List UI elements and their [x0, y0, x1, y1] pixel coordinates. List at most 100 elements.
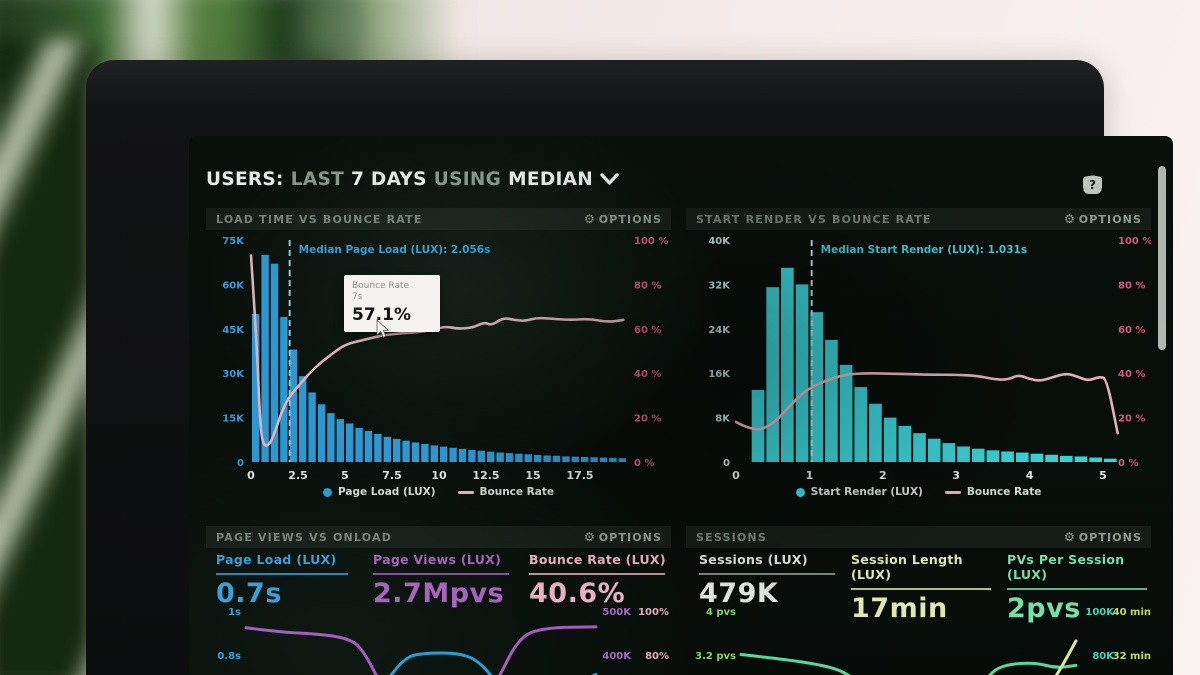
panel-title: START RENDER VS BOUNCE RATE [696, 212, 932, 226]
svg-text:80%: 80% [645, 651, 669, 662]
panel-title: LOAD TIME VS BOUNCE RATE [216, 212, 423, 226]
panel-title: PAGE VIEWS VS ONLOAD [216, 530, 393, 544]
svg-text:75K: 75K [222, 236, 245, 247]
svg-text:2.5: 2.5 [288, 469, 308, 482]
options-button[interactable]: ⚙ OPTIONS [584, 212, 662, 226]
plant-leaves-left [0, 40, 95, 675]
svg-text:100K: 100K [1085, 607, 1115, 618]
svg-text:10: 10 [431, 469, 447, 482]
svg-text:3: 3 [952, 469, 960, 482]
svg-text:45K: 45K [222, 325, 245, 336]
svg-text:0: 0 [237, 458, 244, 469]
svg-text:1: 1 [806, 469, 814, 482]
svg-text:100%: 100% [638, 607, 669, 618]
svg-text:80K: 80K [1092, 651, 1115, 662]
svg-text:2: 2 [879, 469, 887, 482]
svg-text:1s: 1s [228, 607, 241, 618]
gear-icon: ⚙ [1064, 530, 1075, 544]
svg-text:5: 5 [341, 469, 349, 482]
mouse-cursor [376, 319, 390, 338]
metric-page-views: Page Views (LUX) 2.7Mpvs [373, 552, 523, 609]
svg-text:12.5: 12.5 [472, 469, 499, 482]
svg-text:20 %: 20 % [1118, 414, 1145, 425]
panel-header-sessions: SESSIONS ⚙ OPTIONS [686, 526, 1151, 548]
svg-text:24K: 24K [708, 325, 731, 336]
panel-header-load-time: LOAD TIME VS BOUNCE RATE ⚙ OPTIONS [206, 208, 671, 230]
svg-text:15K: 15K [222, 414, 245, 425]
legend-dot [323, 487, 332, 497]
svg-text:40K: 40K [708, 236, 731, 247]
svg-text:?: ? [1089, 178, 1096, 192]
chevron-down-icon [600, 173, 619, 185]
scrollbar-thumb[interactable] [1158, 166, 1166, 350]
svg-text:Median Page Load (LUX): 2.056s: Median Page Load (LUX): 2.056s [299, 244, 491, 256]
header-word: USING [433, 168, 502, 190]
plant-leaf [300, 0, 355, 60]
svg-text:80 %: 80 % [1118, 280, 1145, 291]
svg-text:100 %: 100 % [634, 236, 668, 247]
gear-icon: ⚙ [1064, 212, 1075, 226]
svg-text:0 %: 0 % [634, 458, 654, 469]
options-button[interactable]: ⚙ OPTIONS [1064, 530, 1142, 544]
page-views-chart[interactable]: 1s0.8s0.6s500K400K300K100%80%60% [206, 605, 671, 675]
header-word: LAST [290, 168, 345, 190]
header-word: MEDIAN [508, 168, 594, 190]
svg-text:80 %: 80 % [634, 280, 661, 291]
metric-pvs-per-session: PVs Per Session (LUX) 2pvs [1007, 552, 1157, 624]
laptop: USERS: LAST 7 DAYS USING MEDIAN [86, 60, 1173, 675]
panel-title: SESSIONS [696, 530, 767, 544]
gear-icon: ⚙ [584, 212, 595, 226]
svg-text:500K: 500K [602, 607, 632, 618]
svg-text:40 %: 40 % [634, 369, 661, 380]
metric-page-load: Page Load (LUX) 0.7s [216, 552, 366, 609]
svg-text:100 %: 100 % [1118, 236, 1151, 247]
svg-text:0: 0 [723, 458, 730, 469]
svg-text:60 %: 60 % [1118, 325, 1145, 336]
svg-text:3.2 pvs: 3.2 pvs [695, 651, 736, 662]
options-button[interactable]: ⚙ OPTIONS [584, 530, 662, 544]
svg-text:40 min: 40 min [1113, 607, 1151, 618]
legend-line [457, 490, 474, 494]
svg-text:17.5: 17.5 [566, 469, 593, 482]
svg-text:4 pvs: 4 pvs [706, 607, 736, 618]
svg-text:5: 5 [1099, 469, 1107, 482]
svg-text:16K: 16K [708, 369, 731, 380]
svg-text:0: 0 [247, 469, 255, 482]
svg-text:8K: 8K [715, 414, 731, 425]
legend-load-time: Page Load (LUX) Bounce Rate [206, 486, 671, 498]
svg-text:15: 15 [525, 469, 540, 482]
help-icon[interactable]: ? [1082, 174, 1103, 195]
legend-dot [795, 487, 805, 497]
options-button[interactable]: ⚙ OPTIONS [1064, 212, 1142, 226]
metric-bounce-rate: Bounce Rate (LUX) 40.6% [529, 552, 666, 609]
svg-text:4: 4 [1026, 469, 1034, 482]
load-time-chart[interactable]: 0 15K 30K 45K 60K 75K 0 % 20 % 40 % 60 % 80 % 100 %… [206, 232, 671, 482]
metric-sessions: Sessions (LUX) 479K [699, 552, 849, 609]
legend-line [944, 490, 961, 494]
svg-text:7.5: 7.5 [382, 469, 402, 482]
svg-text:Median Start Render (LUX): 1.0: Median Start Render (LUX): 1.031s [821, 244, 1027, 256]
svg-text:400K: 400K [602, 651, 632, 662]
svg-text:32 min: 32 min [1113, 651, 1151, 662]
svg-text:60 %: 60 % [634, 325, 661, 336]
start-render-chart[interactable]: 0 8K 16K 24K 32K 40K 0 % 20 % 40 % 60 % 80 % 100 % 0… [686, 232, 1151, 482]
chart-tooltip: Bounce Rate 7s 57.1% [344, 275, 440, 332]
dashboard-screen: USERS: LAST 7 DAYS USING MEDIAN [189, 136, 1173, 675]
gear-icon: ⚙ [584, 530, 595, 544]
panel-header-page-views: PAGE VIEWS VS ONLOAD ⚙ OPTIONS [206, 526, 671, 548]
metric-session-length: Session Length (LUX) 17min [851, 552, 1001, 624]
svg-text:30K: 30K [222, 369, 245, 380]
svg-text:0.8s: 0.8s [217, 651, 241, 662]
svg-text:40 %: 40 % [1118, 369, 1145, 380]
svg-text:60K: 60K [222, 280, 245, 291]
svg-text:32K: 32K [708, 280, 731, 291]
header-word: 7 DAYS [351, 168, 427, 190]
legend-start-render: Start Render (LUX) Bounce Rate [686, 486, 1151, 498]
dashboard-scope-dropdown[interactable]: USERS: LAST 7 DAYS USING MEDIAN [206, 166, 619, 192]
svg-text:0: 0 [732, 469, 740, 482]
svg-text:20 %: 20 % [634, 414, 661, 425]
svg-text:0 %: 0 % [1118, 458, 1138, 469]
header-word: USERS: [206, 168, 284, 190]
